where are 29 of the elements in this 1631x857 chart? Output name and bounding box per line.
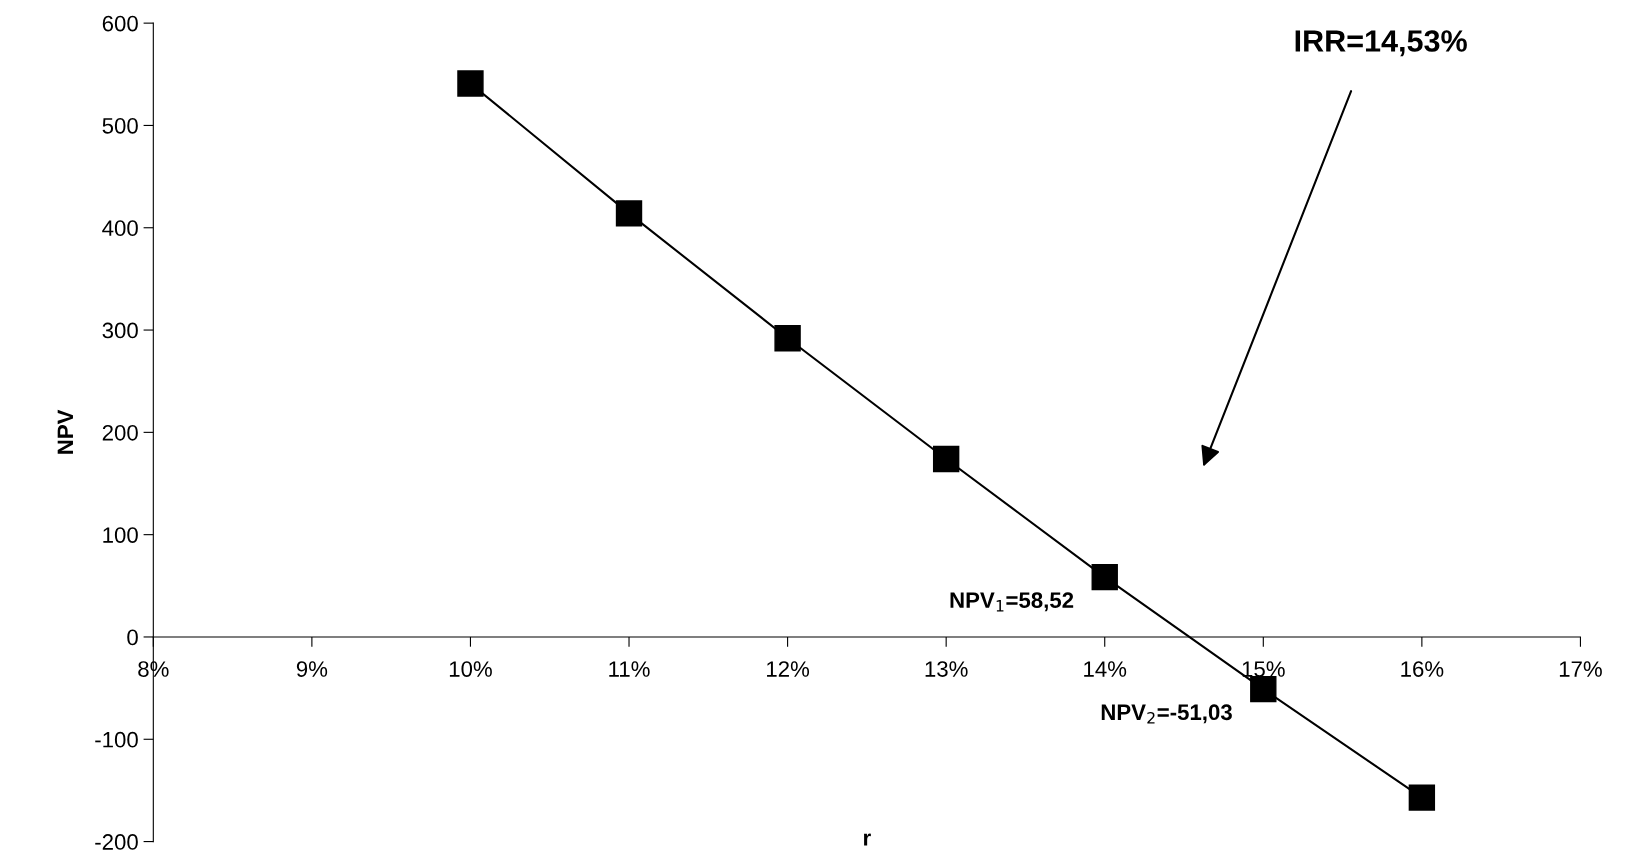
- annotation: NPV$_{2}$=-51,03: [1101, 704, 1232, 724]
- point: [932, 445, 960, 473]
- y-tick-label: 600: [102, 15, 138, 32]
- point: [1408, 784, 1436, 811]
- point: [774, 325, 801, 352]
- x-tick-label: 16%: [1401, 661, 1444, 677]
- annotation: NPV$_{1}$=58,52: [950, 592, 1074, 612]
- y-tick-label: 500: [102, 117, 138, 134]
- y-tick-label: -100: [95, 731, 138, 748]
- point: [1091, 563, 1118, 591]
- y-tick-label: 300: [102, 322, 138, 339]
- x-tick-label: 14%: [1084, 661, 1127, 677]
- y-tick-label: 400: [102, 220, 138, 237]
- point: [1250, 675, 1277, 703]
- x-tick-label: 11%: [609, 661, 650, 677]
- x-tick-label: 12%: [767, 661, 810, 677]
- point: [615, 200, 643, 227]
- y-axis-title: NPV: [57, 409, 73, 454]
- x-tick-label: 9%: [296, 661, 328, 677]
- x-tick-label: 17%: [1559, 661, 1602, 677]
- y-tick-label: -200: [95, 834, 138, 850]
- point: [457, 70, 484, 97]
- x-tick-label: 13%: [925, 661, 968, 677]
- annotation: IRR=14,53%: [1295, 30, 1467, 57]
- x-axis-title: r: [864, 833, 871, 846]
- y-tick-label: 0: [127, 629, 138, 646]
- y-tick-label: 100: [103, 527, 138, 543]
- x-tick-label: 10%: [449, 661, 492, 677]
- y-tick-label: 200: [102, 424, 138, 441]
